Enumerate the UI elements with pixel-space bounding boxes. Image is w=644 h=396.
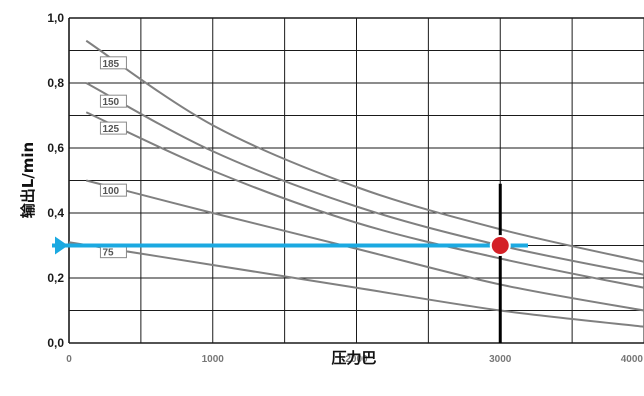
x-axis-title: 压力巴 (331, 349, 376, 367)
curve-labels: 185 150 125 100 75 (99, 56, 127, 259)
y-axis-title: 输出L/min (19, 142, 37, 219)
series-line-150 (85, 82, 644, 276)
series-line-75 (68, 241, 644, 328)
operating-point-marker (491, 237, 509, 254)
curve-label-box (99, 56, 127, 70)
curve-label-box (99, 121, 127, 135)
ticks: 0,0 0,2 0,4 0,6 0,8 1,0 0 1000 2000 3000 4000 (47, 11, 643, 365)
curve-label-100: 100 (102, 186, 119, 197)
x-tick-label: 3000 (489, 354, 512, 365)
y-tick-label: 0,8 (47, 76, 64, 90)
curve-label-box (99, 94, 127, 108)
x-tick-label: 2000 (345, 354, 368, 365)
curve-label-125: 125 (102, 124, 119, 135)
series-line-100 (86, 179, 644, 312)
curve-label-75: 75 (102, 248, 114, 259)
flow-arrow-head (55, 236, 68, 255)
curve-label-box (99, 183, 127, 197)
y-tick-label: 0,0 (47, 336, 64, 350)
curves (68, 39, 644, 328)
grid (68, 17, 644, 344)
series-line-185 (85, 39, 644, 263)
y-tick-label: 1,0 (47, 11, 64, 25)
y-tick-label: 0,2 (47, 271, 64, 285)
x-tick-label: 1000 (202, 354, 225, 365)
guides (52, 183, 528, 343)
y-tick-label: 0,6 (47, 141, 64, 155)
series-line-125 (85, 111, 644, 289)
curve-label-185: 185 (102, 59, 119, 70)
curve-label-150: 150 (102, 97, 119, 108)
y-tick-label: 0,4 (47, 206, 64, 220)
x-tick-label: 0 (66, 354, 72, 365)
x-tick-label: 4000 (621, 354, 644, 365)
